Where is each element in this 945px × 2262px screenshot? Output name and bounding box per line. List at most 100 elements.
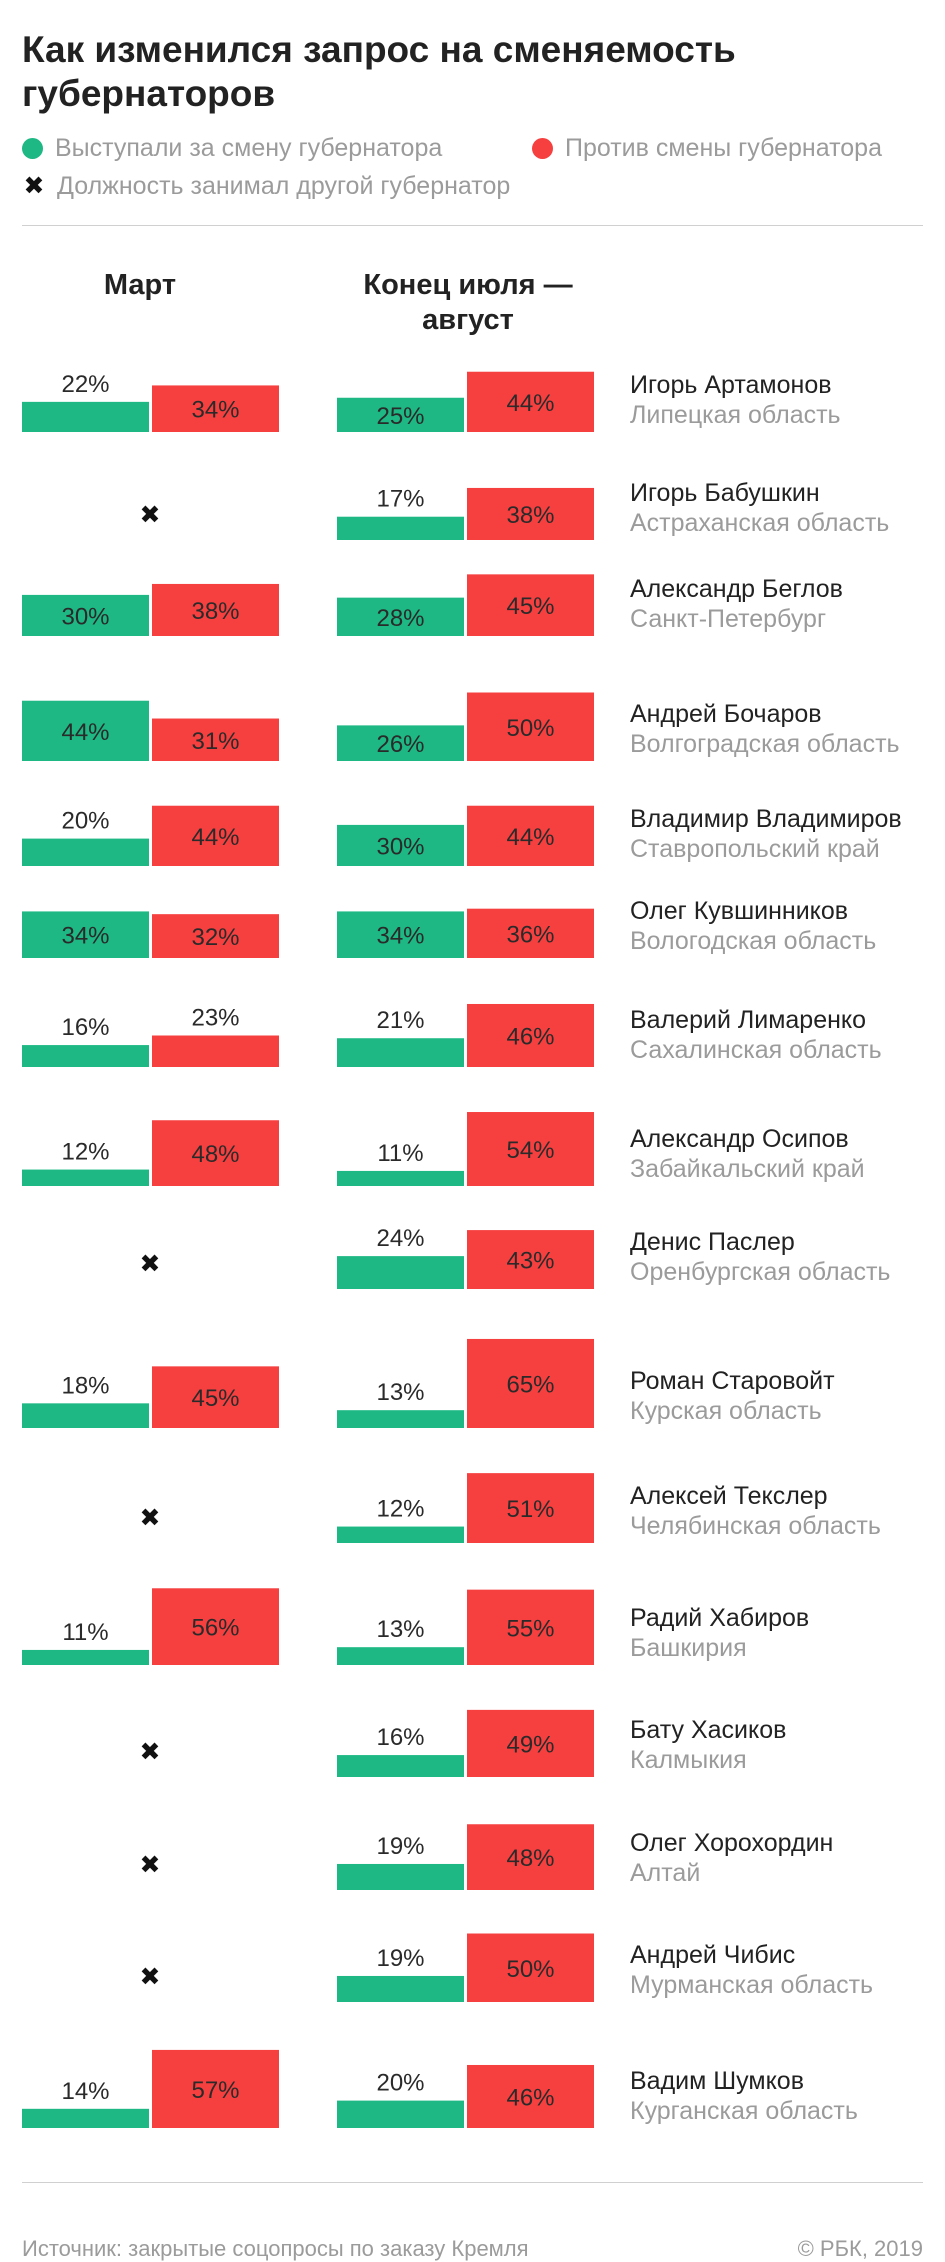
cross-icon: ✖ — [140, 1249, 161, 1278]
legend-item-other-governor: ✖ Должность занимал другой губернатор — [22, 171, 511, 201]
governor-region: Забайкальский край — [630, 1155, 865, 1183]
march-for-change-bar — [22, 594, 149, 636]
summer-against-change-bar — [467, 574, 594, 636]
summer-against-change-bar — [467, 1338, 594, 1428]
summer-for-change-label: 19% — [376, 1833, 424, 1860]
governor-name: Андрей Бочаров — [630, 700, 822, 728]
summer-against-change-label: 46% — [506, 2084, 554, 2111]
summer-against-change-label: 38% — [506, 502, 554, 529]
summer-for-change-label: 13% — [376, 1616, 424, 1643]
summer-for-change-label: 17% — [376, 486, 424, 513]
summer-against-change-bar — [467, 908, 594, 958]
summer-for-change-bar — [337, 516, 464, 540]
summer-against-change-bar — [467, 1473, 594, 1543]
cross-icon: ✖ — [23, 172, 45, 200]
march-against-change-label: 38% — [191, 598, 239, 625]
governor-region: Курганская область — [630, 2097, 858, 2125]
governor-region: Астраханская область — [630, 509, 889, 537]
summer-against-change-bar — [467, 1589, 594, 1665]
march-for-change-bar — [22, 401, 149, 432]
summer-for-change-label: 26% — [376, 731, 424, 758]
legend-label: Должность занимал другой губернатор — [57, 172, 511, 200]
march-for-change-bar — [22, 1649, 149, 1665]
red-dot-icon — [532, 138, 553, 159]
march-for-change-bar — [22, 911, 149, 958]
cross-icon: ✖ — [140, 1850, 161, 1879]
legend-label: Против смены губернатора — [565, 134, 882, 162]
legend-item-against-change: Против смены губернатора — [532, 133, 882, 163]
march-against-change-bar — [152, 583, 279, 636]
cross-icon: ✖ — [140, 1503, 161, 1532]
march-against-change-label: 34% — [191, 397, 239, 424]
governor-region: Алтай — [630, 1859, 700, 1887]
summer-for-change-label: 16% — [376, 1724, 424, 1751]
governor-region: Вологодская область — [630, 927, 876, 955]
governor-name: Владимир Владимиров — [630, 805, 902, 833]
summer-for-change-bar — [337, 2100, 464, 2128]
summer-for-change-bar — [337, 824, 464, 866]
summer-for-change-label: 11% — [377, 1140, 423, 1167]
summer-against-change-label: 49% — [506, 1731, 554, 1758]
divider-top — [22, 225, 923, 226]
column-header-summer: Конец июля — август — [363, 269, 573, 336]
governor-name: Александр Осипов — [630, 1125, 849, 1153]
summer-for-change-bar — [337, 1975, 464, 2002]
summer-against-change-bar — [467, 692, 594, 761]
governor-region: Башкирия — [630, 1634, 747, 1662]
march-against-change-bar — [152, 2049, 279, 2128]
summer-for-change-label: 25% — [376, 403, 424, 430]
march-for-change-bar — [22, 700, 149, 761]
march-for-change-label: 22% — [61, 371, 109, 398]
march-for-change-bar — [22, 838, 149, 866]
governor-name: Игорь Артамонов — [630, 371, 832, 399]
governor-region: Ставропольский край — [630, 835, 880, 863]
governor-region: Челябинская область — [630, 1512, 881, 1540]
summer-against-change-bar — [467, 805, 594, 866]
summer-against-change-label: 44% — [506, 824, 554, 851]
summer-for-change-label: 20% — [376, 2070, 424, 2097]
march-for-change-bar — [22, 2108, 149, 2128]
summer-against-change-label: 50% — [506, 715, 554, 742]
march-for-change-label: 16% — [61, 1014, 109, 1041]
march-against-change-label: 56% — [191, 1615, 239, 1642]
summer-for-change-label: 34% — [376, 923, 424, 950]
governor-name: Игорь Бабушкин — [630, 479, 820, 507]
march-against-change-label: 31% — [191, 728, 239, 755]
march-against-change-bar — [152, 1366, 279, 1428]
march-for-change-bar — [22, 1169, 149, 1186]
summer-for-change-bar — [337, 1526, 464, 1543]
summer-for-change-bar — [337, 911, 464, 958]
summer-against-change-bar — [467, 371, 594, 432]
governor-name: Александр Беглов — [630, 575, 843, 603]
summer-for-change-bar — [337, 1755, 464, 1777]
summer-against-change-label: 48% — [506, 1845, 554, 1872]
legend-label: Выступали за смену губернатора — [55, 134, 443, 162]
summer-for-change-label: 28% — [376, 605, 424, 632]
governor-name: Бату Хасиков — [630, 1716, 786, 1744]
summer-for-change-label: 13% — [376, 1379, 424, 1406]
march-for-change-label: 12% — [61, 1139, 109, 1166]
summer-against-change-label: 65% — [506, 1371, 554, 1398]
summer-for-change-bar — [337, 1170, 464, 1186]
summer-for-change-label: 19% — [376, 1945, 424, 1972]
summer-against-change-bar — [467, 487, 594, 540]
march-against-change-label: 48% — [191, 1141, 239, 1168]
march-against-change-label: 45% — [191, 1385, 239, 1412]
column-header-march: Март — [103, 269, 177, 301]
governor-name: Валерий Лимаренко — [630, 1006, 866, 1034]
cross-icon: ✖ — [140, 500, 161, 529]
march-against-change-label: 44% — [191, 824, 239, 851]
governor-name: Радий Хабиров — [630, 1604, 809, 1632]
copyright: © РБК, 2019 — [797, 2236, 923, 2261]
march-against-change-bar — [152, 1588, 279, 1665]
summer-for-change-bar — [337, 1256, 464, 1289]
governor-region: Липецкая область — [630, 401, 841, 429]
march-for-change-label: 18% — [61, 1372, 109, 1399]
march-against-change-bar — [152, 914, 279, 958]
summer-against-change-bar — [467, 1933, 594, 2002]
summer-for-change-bar — [337, 597, 464, 636]
summer-against-change-label: 54% — [506, 1137, 554, 1164]
march-for-change-label: 34% — [61, 923, 109, 950]
summer-against-change-label: 44% — [506, 390, 554, 417]
governor-name: Денис Паслер — [630, 1228, 795, 1256]
